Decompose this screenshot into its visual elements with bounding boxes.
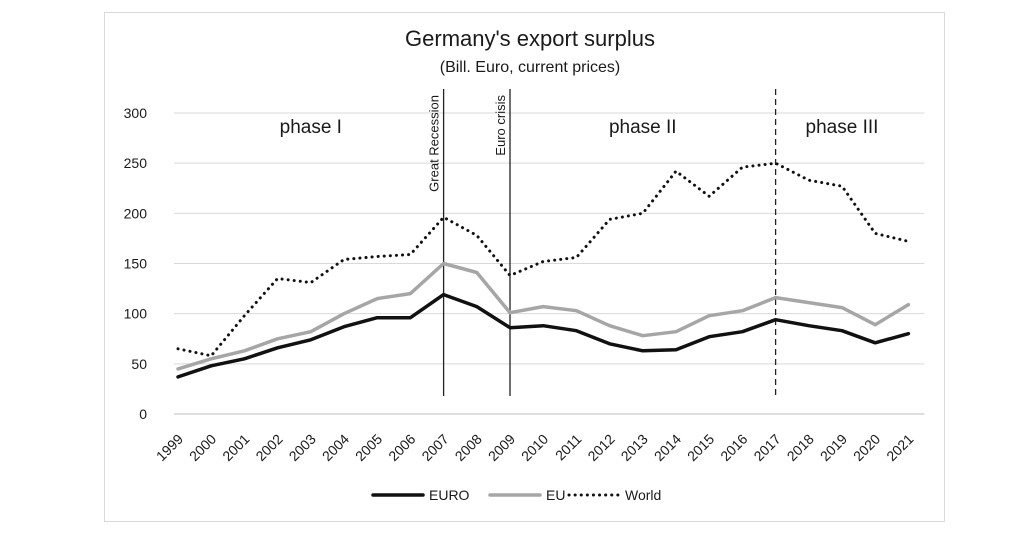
y-tick-0: 0 [139, 406, 147, 422]
y-tick-300: 300 [124, 105, 148, 121]
chart-frame: Germany's export surplus (Bill. Euro, cu… [104, 12, 945, 522]
x-tick-2009: 2009 [485, 431, 518, 464]
x-tick-2019: 2019 [817, 431, 850, 464]
x-tick-2008: 2008 [452, 431, 485, 464]
x-tick-2006: 2006 [385, 431, 418, 464]
legend: EURO EU World [371, 487, 661, 503]
data-series [176, 161, 911, 379]
event-label-great-recession: Great Recession [427, 95, 442, 192]
series-line-euro [176, 292, 911, 379]
y-tick-200: 200 [124, 205, 148, 221]
x-tick-2010: 2010 [518, 431, 551, 464]
x-tick-2012: 2012 [584, 431, 617, 464]
x-tick-2001: 2001 [219, 431, 252, 464]
gridlines [174, 112, 925, 415]
x-tick-2013: 2013 [618, 431, 651, 464]
x-tick-2020: 2020 [850, 431, 883, 464]
x-tick-2005: 2005 [352, 431, 385, 464]
y-axis-ticks: 0 50 100 150 200 250 300 [124, 105, 148, 422]
x-tick-2016: 2016 [717, 431, 750, 464]
legend-label-euro: EURO [429, 487, 470, 503]
event-label-euro-crisis: Euro crisis [493, 95, 508, 156]
x-axis-ticks: 1999 2000 2001 2002 2003 2004 2005 2006 2007 2008… [153, 431, 917, 464]
x-tick-2002: 2002 [252, 431, 285, 464]
x-tick-1999: 1999 [153, 431, 186, 464]
y-tick-250: 250 [124, 155, 148, 171]
x-tick-2007: 2007 [418, 431, 451, 464]
annotation-phase-ii: phase II [609, 117, 677, 138]
y-tick-50: 50 [131, 356, 147, 372]
x-tick-2004: 2004 [319, 431, 352, 464]
legend-label-world: World [625, 487, 661, 503]
series-line-world [176, 161, 910, 358]
event-lines: Great Recession Euro crisis [427, 89, 777, 396]
series-line-eu [176, 261, 911, 371]
x-tick-2000: 2000 [186, 431, 219, 464]
annotation-phase-i: phase I [280, 117, 342, 138]
y-tick-100: 100 [124, 306, 148, 322]
chart-subtitle: (Bill. Euro, current prices) [440, 59, 621, 76]
x-tick-2021: 2021 [883, 431, 916, 464]
x-tick-2017: 2017 [750, 431, 783, 464]
y-tick-150: 150 [124, 256, 148, 272]
export-surplus-chart: Germany's export surplus (Bill. Euro, cu… [124, 26, 925, 503]
x-tick-2014: 2014 [651, 431, 684, 464]
x-tick-2015: 2015 [684, 431, 717, 464]
phase-labels: phase I phase II phase III [280, 117, 879, 138]
x-tick-2003: 2003 [286, 431, 319, 464]
x-tick-2018: 2018 [784, 431, 817, 464]
chart-title: Germany's export surplus [405, 26, 655, 51]
legend-label-eu: EU [546, 487, 565, 503]
x-tick-2011: 2011 [552, 431, 585, 464]
annotation-phase-iii: phase III [806, 117, 879, 138]
